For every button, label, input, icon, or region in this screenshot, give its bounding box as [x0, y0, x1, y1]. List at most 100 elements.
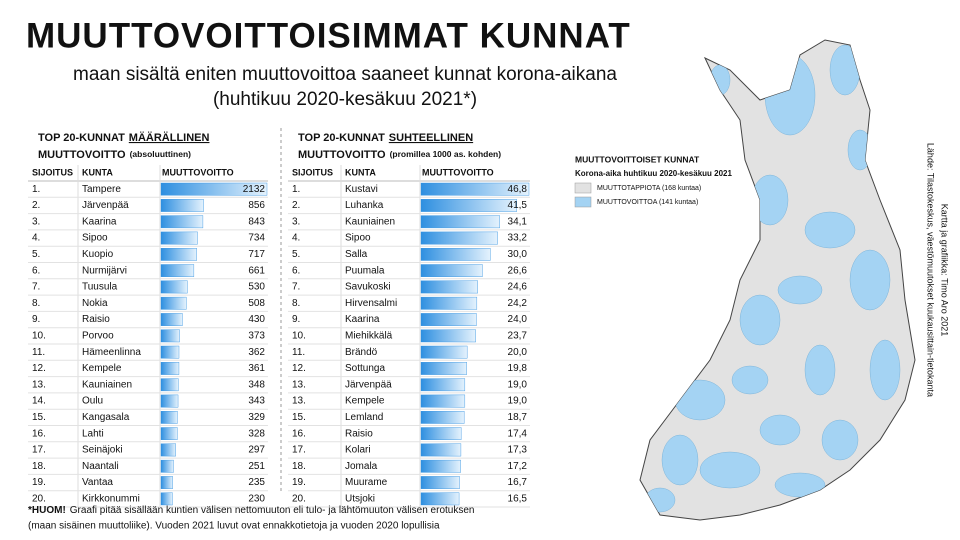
legend-swatch [574, 182, 592, 194]
bar [160, 199, 204, 212]
value-label: 17,2 [508, 461, 528, 472]
rank: 7. [32, 282, 40, 293]
bar [420, 492, 460, 506]
rank: 13. [32, 379, 46, 390]
value-label: 235 [248, 477, 265, 488]
note: *HUOM! Graafi pitää sisällään kuntien väl… [28, 505, 474, 516]
gain-area [731, 365, 769, 395]
rank: 6. [292, 265, 300, 276]
gain-area [829, 44, 861, 96]
table-title: TOP 20-KUNNAT MÄÄRÄLLINEN [38, 131, 210, 144]
municipality: Tampere [82, 184, 121, 195]
subtitle-text: MUUTTOVOITTO [298, 149, 386, 161]
subtitle: (huhtikuu 2020-kesäkuu 2021*) [213, 89, 477, 110]
legend-label: MUUTTOTAPPIOTA (168 kuntaa) [597, 185, 701, 192]
gain-area [849, 249, 891, 311]
value-label: 373 [248, 330, 265, 341]
value-label: 19,8 [508, 363, 528, 374]
gain-area [644, 487, 676, 513]
municipality: Puumala [345, 265, 385, 276]
municipality: Järvenpää [345, 379, 392, 390]
gain-area [751, 174, 789, 226]
value-label: 361 [248, 363, 265, 374]
value-label: 329 [248, 412, 265, 423]
rank: 11. [32, 347, 45, 358]
column-header: SIJOITUS [292, 167, 333, 177]
bar [420, 264, 483, 278]
legend-label: MUUTTOVOITTOA (141 kuntaa) [597, 199, 698, 206]
bar [420, 459, 461, 473]
value-label: 362 [248, 347, 265, 358]
value-label: 843 [248, 216, 265, 227]
map-legend: MUUTTOTAPPIOTA (168 kuntaa) MUUTTOVOITTOA… [574, 182, 701, 208]
bar [160, 459, 174, 473]
gain-area [847, 129, 873, 171]
source: Kartta ja grafiikka: Timo Aro 2021 [940, 204, 950, 337]
rank: 1. [292, 184, 300, 195]
bar [160, 345, 180, 359]
municipality: Kauniainen [82, 379, 132, 390]
municipality: Utsjoki [345, 493, 375, 504]
bar [160, 492, 173, 506]
rank: 4. [32, 233, 40, 244]
value-label: 19,0 [508, 396, 528, 407]
bar [160, 362, 180, 375]
rank: 9. [32, 314, 40, 325]
gain-area [777, 275, 823, 305]
map-subtitle: Korona-aika huhtikuu 2020-kesäkuu 2021 [575, 169, 733, 178]
value-label: 23,7 [508, 330, 528, 341]
legend-swatch [574, 196, 592, 208]
title-emphasis: MÄÄRÄLLINEN [129, 131, 210, 144]
rank: 16. [292, 428, 306, 439]
subtitle-note: (absoluuttinen) [130, 149, 192, 159]
municipality: Nurmijärvi [82, 265, 127, 276]
value-label: 19,0 [508, 379, 528, 390]
rank: 19. [292, 477, 306, 488]
rank: 5. [32, 249, 40, 260]
municipality: Hirvensalmi [345, 298, 397, 309]
value-label: 46,8 [508, 184, 528, 195]
gain-area [774, 472, 826, 498]
rank: 9. [292, 314, 300, 325]
municipality: Hämeenlinna [82, 347, 141, 358]
bar [160, 329, 180, 343]
municipality: Savukoski [345, 282, 391, 293]
subtitle-note: (promillea 1000 as. kohden) [390, 149, 502, 159]
bar [420, 345, 468, 359]
rank: 20. [292, 493, 306, 504]
rank: 11. [292, 347, 305, 358]
rank: 8. [32, 298, 40, 309]
gain-area [821, 419, 859, 461]
bar [160, 280, 188, 294]
bar [160, 443, 176, 457]
municipality: Raisio [345, 428, 373, 439]
rank: 13. [292, 379, 306, 390]
bar [160, 182, 268, 196]
rank: 8. [292, 298, 300, 309]
rank: 15. [32, 412, 46, 423]
rank: 12. [292, 363, 306, 374]
value-label: 17,4 [508, 428, 528, 439]
value-label: 508 [248, 298, 265, 309]
value-label: 16,5 [508, 493, 528, 504]
value-label: 20,0 [508, 347, 528, 358]
bar [160, 378, 179, 392]
value-label: 717 [248, 249, 265, 260]
rank: 18. [292, 461, 306, 472]
municipality: Tuusula [82, 282, 118, 293]
municipality: Kaarina [82, 216, 117, 227]
bar [420, 215, 500, 229]
rank: 5. [292, 249, 300, 260]
rank: 15. [292, 412, 306, 423]
value-label: 297 [248, 445, 265, 456]
municipality: Miehikkälä [345, 330, 393, 341]
municipality: Sottunga [345, 363, 385, 374]
bar [420, 280, 478, 294]
municipality: Lemland [345, 412, 383, 423]
value-label: 33,2 [508, 233, 528, 244]
bar [420, 199, 517, 212]
bar [420, 394, 466, 408]
municipality: Kaarina [345, 314, 380, 325]
rank: 12. [32, 363, 46, 374]
gain-area [804, 344, 836, 396]
